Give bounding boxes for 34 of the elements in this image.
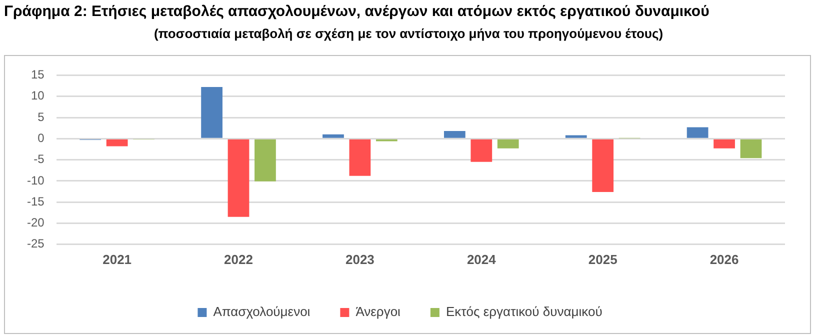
bar: [565, 135, 587, 138]
legend-label: Απασχολούμενοι: [213, 304, 310, 320]
y-tick-label: -15: [27, 194, 45, 208]
y-tick-label: 5: [38, 110, 45, 124]
bar: [740, 139, 762, 158]
bar: [322, 134, 344, 138]
bar: [201, 87, 222, 138]
bar: [686, 127, 708, 138]
bar: [349, 139, 371, 176]
bar: [106, 139, 128, 146]
chart-subtitle: (ποσοστιαία μεταβολή σε σχέση με τον αντίστοιχο μήνα του προηγούμενου έτους): [152, 26, 664, 41]
bar: [254, 139, 276, 182]
y-tick-label: 0: [38, 130, 45, 145]
x-tick-label: 2026: [710, 252, 739, 267]
y-tick-label: -20: [27, 216, 45, 230]
legend-label: Άνεργοι: [356, 304, 401, 320]
bar: [497, 139, 519, 148]
y-tick-label: 15: [30, 68, 45, 82]
bar: [444, 131, 466, 138]
x-tick-label: 2023: [345, 252, 374, 267]
y-tick-label: 10: [30, 88, 45, 103]
legend-label: Εκτός εργατικού δυναμικού: [446, 304, 602, 320]
bar: [228, 139, 250, 217]
bar: [714, 139, 735, 148]
x-tick-label: 2025: [588, 252, 618, 267]
y-tick-label: -10: [27, 173, 45, 188]
x-tick-label: 2024: [466, 252, 497, 267]
bar: [592, 139, 614, 192]
bar: [470, 139, 492, 162]
chart-title: Γράφημα 2: Ετήσιες μεταβολές απασχολουμένων, ανέργων και ατόμων εκτός εργατικού δυναμικού: [4, 3, 710, 20]
x-tick-label: 2022: [224, 252, 253, 267]
x-tick-label: 2021: [102, 252, 132, 267]
y-tick-label: -5: [34, 152, 45, 166]
y-tick-label: -25: [27, 236, 45, 251]
